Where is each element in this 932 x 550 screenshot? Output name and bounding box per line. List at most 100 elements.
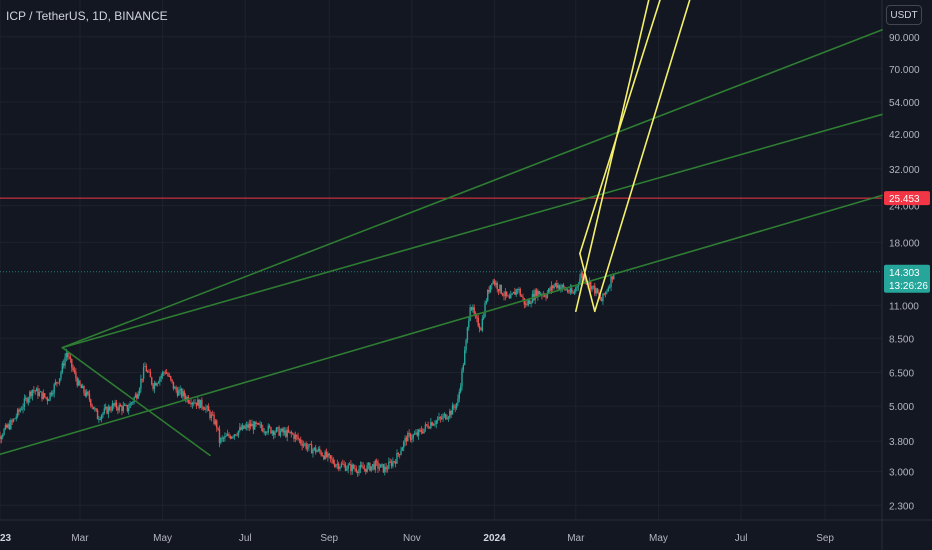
y-tick-label: 6.500 [889, 369, 914, 380]
last-price-badge-bg [884, 264, 930, 293]
candle-body [214, 420, 217, 425]
candle-body [396, 452, 398, 464]
candle-body [485, 300, 488, 304]
candle-body [260, 424, 263, 429]
candle-body [314, 447, 317, 453]
candle-body [523, 298, 526, 305]
candle-body [393, 461, 395, 463]
candle-body [389, 461, 391, 463]
time-axis[interactable]: 2023 Mar May Jul Sep Nov 2024 Mar May Jul Sep [0, 533, 834, 544]
channel-line [61, 113, 883, 349]
candle-body [109, 406, 111, 411]
candle-body [23, 398, 26, 407]
candle-body [462, 364, 465, 370]
candle-body [8, 424, 11, 429]
candle-body [290, 431, 292, 434]
candle-body [179, 388, 181, 391]
candle-body [49, 392, 51, 400]
candle-body [287, 429, 290, 433]
currency-button[interactable]: USDT [886, 5, 922, 25]
y-tick-label: 8.500 [889, 334, 914, 345]
candle-body [123, 404, 126, 406]
candle-body [581, 272, 584, 279]
candle-body [69, 357, 72, 360]
x-tick-label: Mar [567, 533, 585, 544]
candle-body [114, 402, 116, 406]
candle-body [53, 384, 55, 394]
candle-body [470, 307, 473, 310]
candle-body [328, 453, 330, 456]
candle-body [220, 438, 222, 443]
candle-body [92, 406, 95, 410]
candle-body [577, 284, 580, 287]
candle-body [155, 383, 157, 386]
candle-body [170, 376, 172, 380]
price-axis[interactable]: 90.000 70.000 54.000 42.000 32.000 24.000 18.0… [889, 33, 920, 513]
candle-body [145, 366, 148, 372]
candle-body [607, 287, 610, 291]
candle-body [480, 328, 482, 331]
candle-body [25, 398, 27, 399]
candle-body [450, 410, 452, 415]
candle-body [99, 419, 101, 420]
candle-body [79, 380, 81, 386]
candle-body [405, 437, 408, 442]
candle-body [245, 424, 248, 427]
candle-body [104, 406, 107, 409]
candle-body [305, 443, 307, 449]
candle-body [3, 429, 5, 435]
candle-body [81, 386, 84, 389]
candle-body [264, 431, 267, 434]
symbol-title[interactable]: ICP / TetherUS, 1D, BINANCE [6, 9, 168, 23]
candle-body [493, 280, 496, 285]
pitchfork-drawings[interactable] [575, 0, 800, 313]
candle-body [277, 427, 279, 429]
candle-body [0, 435, 1, 439]
resistance-price-badge: 25.453 [884, 191, 930, 206]
candle-body [351, 464, 353, 472]
candle-body [126, 404, 129, 411]
candle-body [347, 465, 349, 469]
candle-body [400, 450, 402, 455]
resistance-badge-label: 25.453 [889, 194, 920, 205]
candle-body [37, 388, 39, 396]
candle-body [584, 276, 586, 283]
candle-body [561, 285, 563, 288]
candle-body [61, 363, 64, 373]
channel-line [61, 346, 211, 457]
candle-body [515, 289, 517, 295]
candle-body [496, 282, 498, 290]
candle-body [11, 420, 13, 422]
candle-body [568, 291, 570, 293]
pitchfork-line [575, 0, 650, 313]
candle-body [174, 387, 176, 389]
candle-body [553, 285, 555, 289]
candle-body [333, 463, 336, 467]
candle-body [226, 434, 229, 436]
candle-body [129, 403, 131, 408]
x-tick-label: 2024 [483, 533, 506, 544]
candle-body [491, 283, 493, 286]
candle-body [268, 425, 271, 428]
candle-body [549, 288, 551, 291]
candle-body [309, 444, 311, 446]
candle-body [50, 392, 53, 395]
candle-body [235, 434, 237, 436]
candle-body [216, 420, 218, 428]
y-tick-label: 32.000 [889, 165, 920, 176]
candle-body [306, 447, 309, 449]
candle-body [258, 423, 260, 425]
candle-body [596, 288, 599, 294]
candle-body [343, 464, 345, 466]
channel-drawings[interactable] [0, 29, 883, 463]
candle-body [478, 326, 481, 329]
candle-body [96, 410, 99, 420]
candle-body [440, 418, 443, 420]
candle-body [382, 464, 385, 473]
candle-body [507, 295, 509, 297]
candle-body [271, 431, 274, 434]
candle-body [29, 391, 31, 399]
candle-body [229, 436, 232, 439]
y-tick-label: 5.000 [889, 402, 914, 413]
